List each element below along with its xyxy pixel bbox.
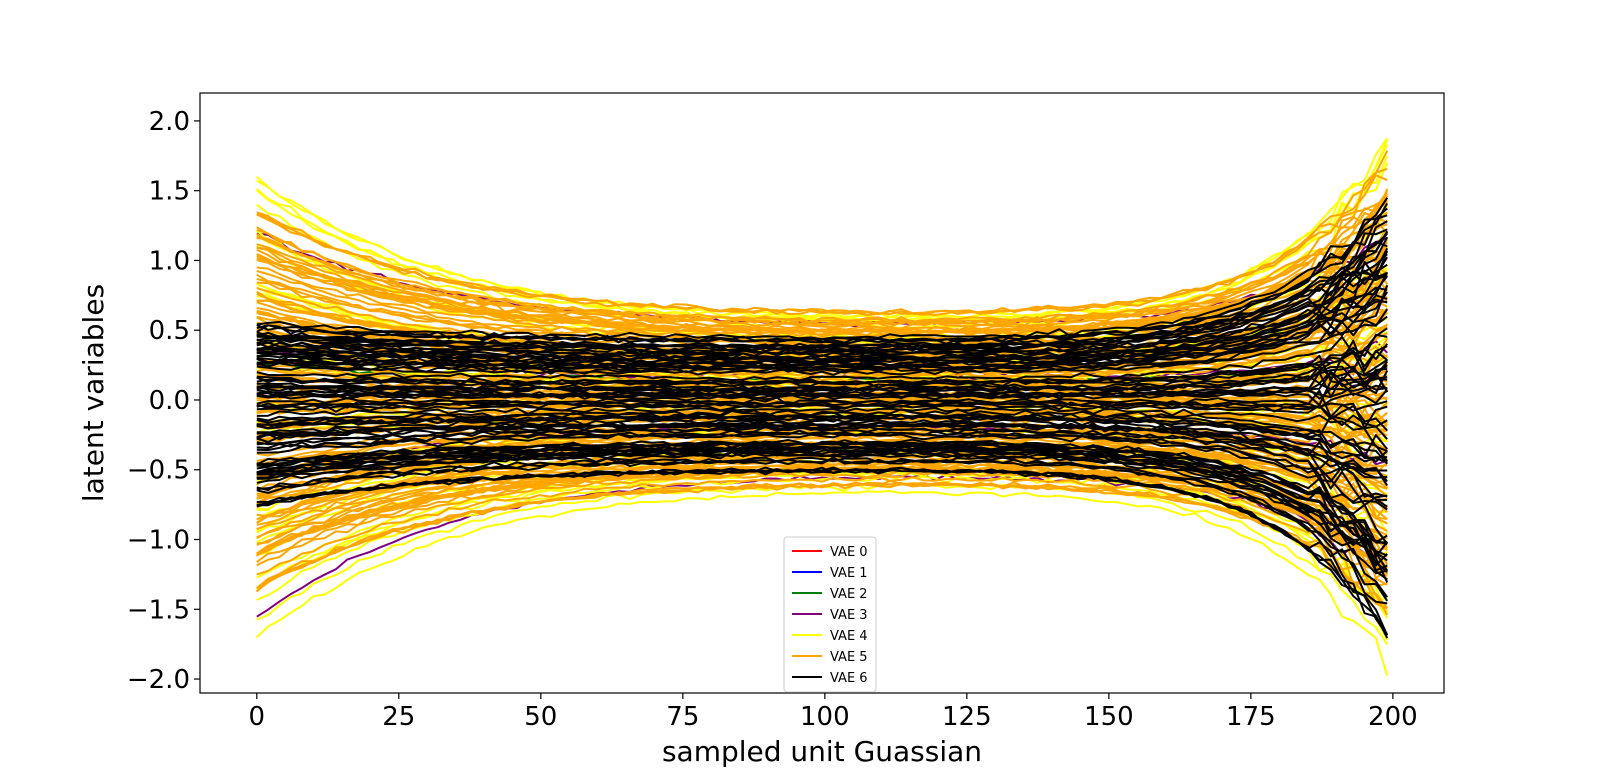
- x-tick-label: 200: [1368, 702, 1418, 732]
- y-tick-label: 1.5: [149, 177, 190, 207]
- series-line: [256, 193, 1388, 323]
- series-line: [256, 399, 1388, 412]
- series-line: [256, 446, 1388, 567]
- series-line: [256, 284, 1389, 373]
- series-line: [256, 291, 1389, 370]
- y-tick-label: −1.5: [127, 595, 190, 625]
- series-line: [256, 466, 1389, 639]
- series-line: [256, 456, 1389, 602]
- x-tick-label: 0: [249, 702, 266, 732]
- x-axis: 0 25 50 75 100 125 150 175 200: [249, 693, 1418, 732]
- series-line: [256, 190, 1389, 332]
- y-axis: 2.0 1.5 1.0 0.5 0.0 −0.5 −1.0 −1.5 −2.0: [127, 107, 200, 695]
- legend-label: VAE 5: [830, 650, 868, 665]
- y-tick-label: 0.0: [149, 386, 190, 416]
- x-tick-label: 100: [800, 702, 850, 732]
- series-line: [256, 432, 1388, 508]
- y-tick-label: −1.0: [127, 526, 190, 556]
- series-line: [256, 468, 1389, 575]
- series-line: [256, 417, 1388, 464]
- series-line: [256, 273, 1388, 362]
- y-tick-label: 0.5: [149, 316, 190, 346]
- legend-label: VAE 2: [830, 587, 868, 602]
- y-axis-label: latent variables: [77, 284, 110, 502]
- legend: VAE 0 VAE 1 VAE 2 VAE 3 VAE 4 VAE 5 VAE 6: [783, 536, 877, 693]
- series-line: [256, 188, 1389, 328]
- y-tick-label: −2.0: [127, 665, 190, 695]
- series-line: [256, 490, 1389, 676]
- series-line: [256, 456, 1389, 598]
- legend-box: [783, 536, 877, 693]
- x-tick-label: 175: [1226, 702, 1276, 732]
- series-line: [256, 414, 1388, 458]
- x-tick-label: 50: [524, 702, 557, 732]
- legend-label: VAE 3: [830, 608, 868, 623]
- series-line: [256, 327, 1388, 382]
- series-line: [256, 372, 1388, 398]
- series-line: [256, 202, 1389, 346]
- series-line: [256, 308, 1389, 376]
- series-line: [256, 471, 1388, 587]
- x-tick-label: 150: [1084, 702, 1134, 732]
- series-line: [256, 174, 1388, 316]
- series-line: [256, 365, 1388, 393]
- series-line: [256, 253, 1388, 355]
- series-line: [256, 481, 1388, 609]
- y-tick-label: −0.5: [127, 456, 190, 486]
- series-line: [256, 240, 1388, 349]
- legend-label: VAE 1: [830, 566, 868, 581]
- legend-label: VAE 0: [830, 545, 868, 560]
- legend-label: VAE 6: [830, 671, 868, 686]
- series-line: [256, 406, 1388, 440]
- series-line: [256, 410, 1389, 462]
- x-tick-label: 125: [942, 702, 992, 732]
- series-line: [256, 345, 1388, 387]
- plot-frame: [199, 92, 1445, 694]
- x-axis-label: sampled unit Guassian: [662, 735, 982, 768]
- series-line: [256, 448, 1389, 583]
- series-line: [256, 479, 1388, 605]
- series-line: [256, 139, 1389, 322]
- x-tick-label: 75: [666, 702, 699, 732]
- series-line: [256, 231, 1389, 353]
- y-tick-label: 1.0: [149, 246, 190, 276]
- series-line: [256, 419, 1388, 479]
- series-line: [256, 211, 1388, 338]
- series-line: [256, 220, 1388, 351]
- series-line: [256, 442, 1388, 544]
- legend-label: VAE 4: [830, 629, 868, 644]
- series-line: [256, 203, 1388, 330]
- series-line: [256, 425, 1388, 498]
- x-tick-label: 25: [382, 702, 415, 732]
- series-line: [256, 429, 1388, 511]
- series-line: [256, 298, 1388, 371]
- series-line: [256, 457, 1388, 605]
- series-line: [256, 343, 1389, 387]
- series-lines: [256, 137, 1389, 676]
- series-line: [256, 219, 1388, 334]
- series-line: [256, 403, 1388, 428]
- y-tick-label: 2.0: [149, 107, 190, 137]
